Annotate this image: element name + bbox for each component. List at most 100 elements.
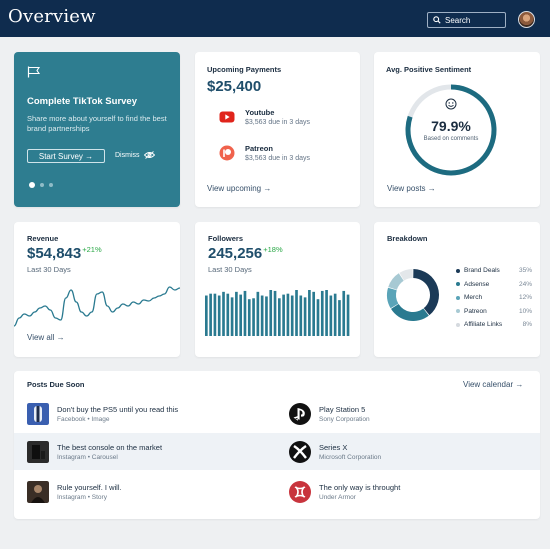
view-upcoming-link[interactable]: View upcoming → xyxy=(207,184,272,193)
followers-bar xyxy=(342,290,346,336)
youtube-icon xyxy=(219,111,235,123)
followers-bar xyxy=(346,294,350,336)
followers-card: Followers 245,256+18% Last 30 Days xyxy=(195,222,360,357)
followers-bar xyxy=(235,291,238,336)
followers-bar xyxy=(209,293,212,336)
followers-bar xyxy=(320,290,324,336)
post-row[interactable]: Rule yourself. I will. Instagram • Story xyxy=(27,481,122,503)
carousel-dot-1[interactable] xyxy=(29,182,35,188)
carousel-dots xyxy=(29,182,53,188)
post-row[interactable]: Don't buy the PS5 until you read this Fac… xyxy=(27,403,178,425)
brand-name: The only way is throught xyxy=(319,483,401,492)
survey-description: Share more about yourself to find the be… xyxy=(27,114,167,133)
payments-title: Upcoming Payments xyxy=(207,65,282,74)
followers-bar xyxy=(226,293,230,336)
post-meta: Instagram • Story xyxy=(57,494,107,501)
view-calendar-link[interactable]: View calendar → xyxy=(463,380,524,389)
smile-icon xyxy=(445,98,457,110)
avatar[interactable] xyxy=(518,11,535,28)
followers-bar xyxy=(247,299,251,336)
legend-item: Affiliate Links 8% xyxy=(456,318,532,332)
followers-bar xyxy=(269,290,273,336)
followers-delta: +18% xyxy=(263,245,283,254)
brand-name: Play Station 5 xyxy=(319,405,366,414)
post-meta: Facebook • Image xyxy=(57,416,110,423)
donut-slice xyxy=(387,287,399,309)
legend-value: 35% xyxy=(518,267,532,275)
revenue-period: Last 30 Days xyxy=(27,265,71,274)
brand-row[interactable]: The only way is throught Under Armor xyxy=(289,481,400,503)
followers-bar xyxy=(230,297,234,336)
followers-bar xyxy=(295,290,298,336)
legend-dot xyxy=(456,309,460,314)
playstation-icon xyxy=(289,403,311,425)
brand-company: Microsoft Corporation xyxy=(319,454,382,461)
followers-bar xyxy=(308,290,311,336)
brand-row[interactable]: Series X Microsoft Corporation xyxy=(289,441,381,463)
followers-bar xyxy=(282,294,285,336)
brand-row[interactable]: Play Station 5 Sony Corporation xyxy=(289,403,370,425)
search-box[interactable]: Search xyxy=(427,12,506,28)
payment-detail: $3,563 due in 3 days xyxy=(245,119,310,126)
legend-item: Merch 12% xyxy=(456,291,532,305)
start-survey-button[interactable]: Start Survey → xyxy=(27,149,105,163)
brand-name: Series X xyxy=(319,443,348,452)
athlete-thumbnail xyxy=(27,481,49,503)
legend-dot xyxy=(456,282,460,287)
followers-bar xyxy=(252,298,255,336)
breakdown-legend: Brand Deals 35% Adsense 24% Merch 12% Patre… xyxy=(456,264,532,332)
brand-company: Sony Corporation xyxy=(319,416,370,423)
legend-label: Affiliate Links xyxy=(464,321,503,329)
brand-company: Under Armor xyxy=(319,494,356,501)
revenue-delta: +21% xyxy=(82,245,102,254)
sentiment-gauge xyxy=(405,84,497,176)
payment-name: Youtube xyxy=(245,108,275,117)
legend-item: Patreon 10% xyxy=(456,305,532,319)
followers-bar xyxy=(213,293,217,336)
followers-bar xyxy=(329,295,333,336)
sentiment-subtitle: Based on comments xyxy=(423,136,479,142)
legend-label: Merch xyxy=(464,294,483,302)
carousel-dot-3[interactable] xyxy=(49,183,53,187)
dismiss-label: Dismiss xyxy=(115,151,140,159)
revenue-amount: $54,843+21% xyxy=(27,245,102,262)
followers-bar xyxy=(325,290,328,336)
followers-bar xyxy=(217,295,221,336)
view-posts-link[interactable]: View posts → xyxy=(387,184,436,193)
carousel-dot-2[interactable] xyxy=(40,183,44,187)
legend-label: Brand Deals xyxy=(464,267,500,275)
view-all-link[interactable]: View all → xyxy=(27,333,65,342)
sentiment-card: Avg. Positive Sentiment 79.9% Based on c… xyxy=(374,52,540,207)
under-armour-icon xyxy=(289,481,311,503)
legend-label: Adsense xyxy=(464,280,490,288)
followers-bar xyxy=(243,290,247,336)
post-title: Rule yourself. I will. xyxy=(57,483,122,492)
followers-bar xyxy=(265,296,268,336)
search-label: Search xyxy=(445,15,471,25)
dismiss-button[interactable]: Dismiss xyxy=(115,151,155,159)
legend-item: Brand Deals 35% xyxy=(456,264,532,278)
post-title: Don't buy the PS5 until you read this xyxy=(57,405,179,414)
posts-title: Posts Due Soon xyxy=(27,380,85,389)
followers-bar xyxy=(273,290,277,336)
payment-row-youtube[interactable]: Youtube $3,563 due in 3 days xyxy=(219,108,310,126)
revenue-line-chart xyxy=(14,286,180,327)
followers-bar xyxy=(312,291,316,336)
posts-card: Posts Due Soon View calendar → Don't buy… xyxy=(14,371,540,519)
legend-value: 8% xyxy=(522,321,532,329)
breakdown-card: Breakdown Brand Deals 35% Adsense 24% Merc… xyxy=(374,222,540,357)
followers-bar xyxy=(278,298,281,336)
flag-icon xyxy=(27,66,41,78)
followers-bar-chart xyxy=(205,290,350,336)
followers-title: Followers xyxy=(208,234,244,243)
payments-card: Upcoming Payments $25,400 Youtube $3,563… xyxy=(195,52,360,207)
followers-bar xyxy=(299,295,303,336)
breakdown-title: Breakdown xyxy=(387,234,428,243)
donut-slice xyxy=(399,269,413,281)
followers-value: 245,256 xyxy=(208,245,263,262)
post-row[interactable]: The best console on the market Instagram … xyxy=(27,441,162,463)
page-title: Overview xyxy=(8,6,96,27)
revenue-card: Revenue $54,843+21% Last 30 Days View al… xyxy=(14,222,180,357)
payment-row-patreon[interactable]: Patreon $3,563 due in 3 days xyxy=(219,144,310,162)
followers-amount: 245,256+18% xyxy=(208,245,283,262)
